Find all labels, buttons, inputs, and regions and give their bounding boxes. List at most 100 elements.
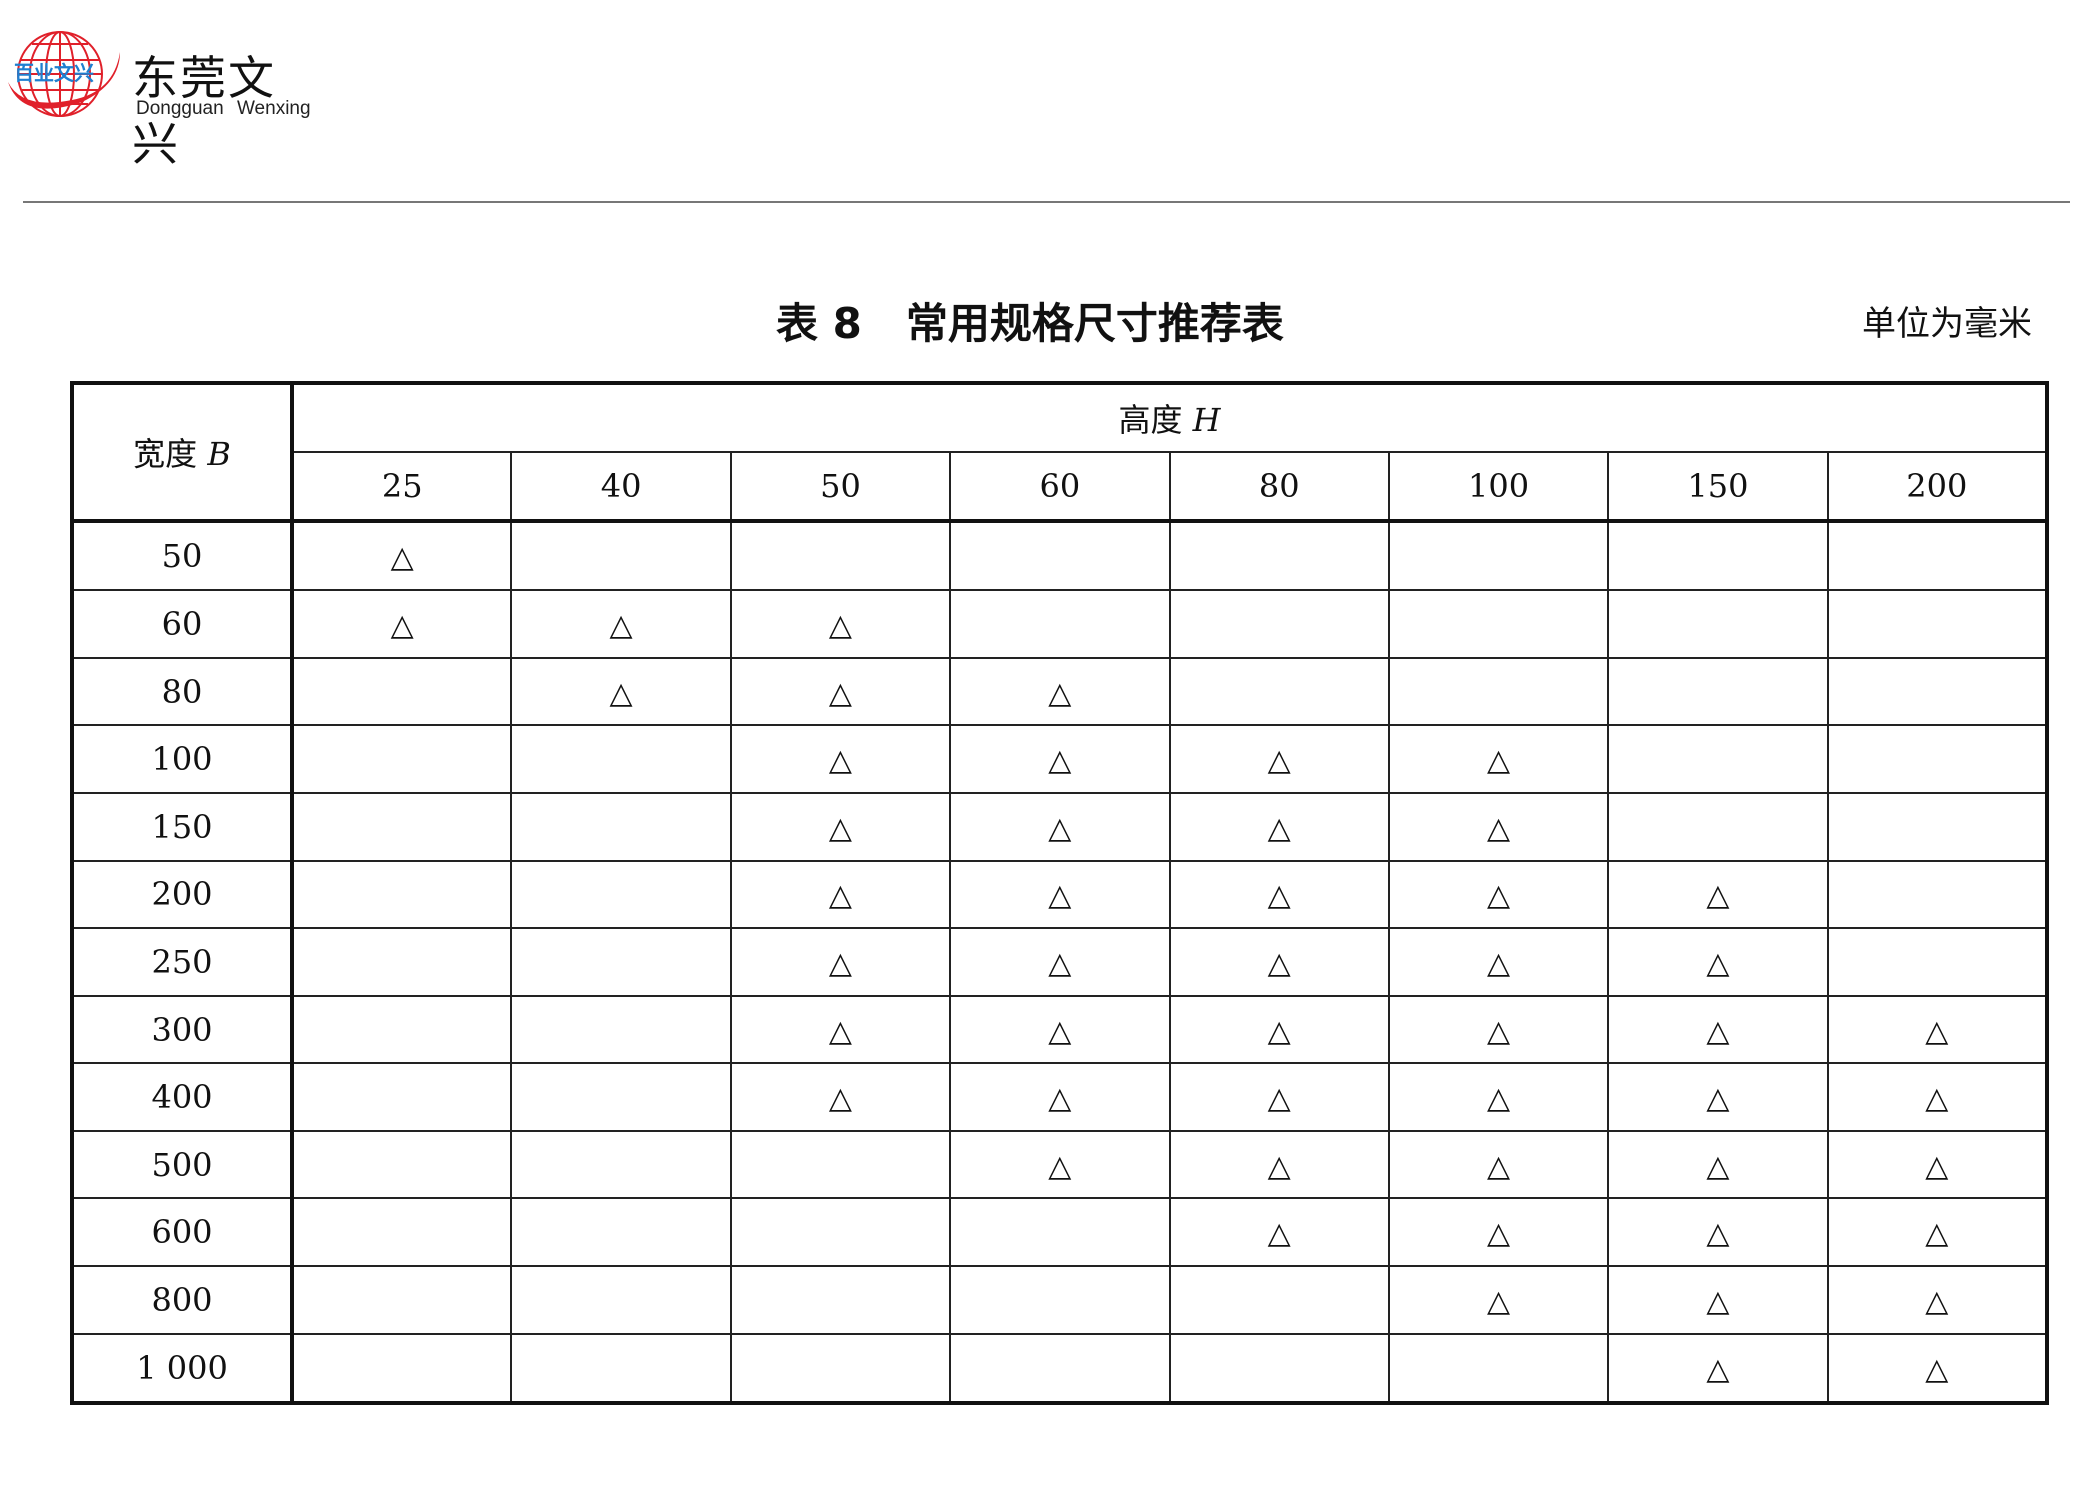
triangle-mark-icon: △ bbox=[828, 878, 852, 914]
width-cell: 800 bbox=[71, 1265, 294, 1335]
height-column-header: 150 bbox=[1607, 451, 1829, 523]
height-header: 高度 H bbox=[291, 382, 2048, 453]
recommended-size-cell: △ bbox=[1168, 792, 1390, 862]
triangle-mark-icon: △ bbox=[1048, 810, 1072, 846]
recommended-size-cell: △ bbox=[1387, 724, 1610, 794]
triangle-mark-icon: △ bbox=[1706, 1283, 1730, 1319]
table-row: 60 △ △ △ bbox=[71, 589, 2049, 659]
recommended-size-cell: △ bbox=[729, 1062, 952, 1132]
recommended-size-cell: △ bbox=[1168, 859, 1390, 930]
recommended-size-cell: △ bbox=[290, 519, 513, 592]
width-header: 宽度 B bbox=[71, 382, 294, 523]
recommended-size-cell: △ bbox=[1607, 994, 1829, 1065]
triangle-mark-icon: △ bbox=[828, 810, 852, 846]
width-cell: 200 bbox=[71, 859, 294, 930]
company-logo: 百业文兴 东莞文兴 Dongguan Wenxing bbox=[2, 22, 322, 171]
triangle-mark-icon: △ bbox=[1487, 878, 1511, 914]
triangle-mark-icon: △ bbox=[1048, 878, 1072, 914]
triangle-mark-icon: △ bbox=[1048, 1013, 1072, 1049]
triangle-mark-icon: △ bbox=[390, 608, 414, 644]
height-column-header: 200 bbox=[1826, 451, 2049, 523]
empty-cell bbox=[729, 519, 952, 592]
triangle-mark-icon: △ bbox=[1706, 1081, 1730, 1117]
recommended-size-cell: △ bbox=[1607, 1332, 1829, 1405]
recommended-size-cell: △ bbox=[1168, 927, 1390, 997]
empty-cell bbox=[1607, 792, 1829, 862]
recommended-size-cell: △ bbox=[729, 994, 952, 1065]
recommended-size-cell: △ bbox=[1826, 1332, 2049, 1405]
recommended-size-cell: △ bbox=[729, 589, 952, 659]
empty-cell bbox=[1826, 519, 2049, 592]
recommended-size-cell: △ bbox=[949, 927, 1171, 997]
empty-cell bbox=[1607, 724, 1829, 794]
recommended-size-cell: △ bbox=[510, 589, 732, 659]
width-cell: 80 bbox=[71, 656, 294, 727]
empty-cell bbox=[1826, 859, 2049, 930]
empty-cell bbox=[1607, 589, 1829, 659]
triangle-mark-icon: △ bbox=[828, 675, 852, 711]
table-row: 400 △ △ △ △ △ △ bbox=[71, 1062, 2049, 1132]
logo-text-en: Dongguan Wenxing bbox=[136, 98, 311, 119]
triangle-mark-icon: △ bbox=[390, 540, 414, 576]
recommended-size-cell: △ bbox=[510, 656, 732, 727]
recommended-size-cell: △ bbox=[949, 1129, 1171, 1200]
recommended-size-cell: △ bbox=[1387, 1265, 1610, 1335]
empty-cell bbox=[1168, 1265, 1390, 1335]
triangle-mark-icon: △ bbox=[1706, 1148, 1730, 1184]
empty-cell bbox=[510, 994, 732, 1065]
recommended-size-cell: △ bbox=[729, 656, 952, 727]
height-column-header: 50 bbox=[729, 451, 952, 523]
recommended-size-cell: △ bbox=[1607, 927, 1829, 997]
empty-cell bbox=[510, 1062, 732, 1132]
empty-cell bbox=[290, 927, 513, 997]
triangle-mark-icon: △ bbox=[1267, 743, 1291, 779]
triangle-mark-icon: △ bbox=[828, 1013, 852, 1049]
recommended-size-cell: △ bbox=[729, 859, 952, 930]
empty-cell bbox=[290, 1197, 513, 1268]
empty-cell bbox=[290, 656, 513, 727]
header-divider bbox=[23, 201, 2070, 203]
triangle-mark-icon: △ bbox=[1487, 1283, 1511, 1319]
recommended-size-cell: △ bbox=[1168, 724, 1390, 794]
recommended-size-cell: △ bbox=[1826, 1062, 2049, 1132]
width-cell: 250 bbox=[71, 927, 294, 997]
triangle-mark-icon: △ bbox=[1487, 1081, 1511, 1117]
table-row: 80 △ △ △ bbox=[71, 656, 2049, 727]
triangle-mark-icon: △ bbox=[1487, 810, 1511, 846]
width-cell: 50 bbox=[71, 519, 294, 592]
empty-cell bbox=[510, 1129, 732, 1200]
table-row: 800 △ △ △ bbox=[71, 1265, 2049, 1335]
recommended-size-cell: △ bbox=[949, 994, 1171, 1065]
recommended-size-cell: △ bbox=[1826, 1129, 2049, 1200]
empty-cell bbox=[949, 589, 1171, 659]
recommended-size-cell: △ bbox=[1607, 1197, 1829, 1268]
empty-cell bbox=[1607, 519, 1829, 592]
triangle-mark-icon: △ bbox=[1925, 1216, 1949, 1252]
triangle-mark-icon: △ bbox=[1925, 1081, 1949, 1117]
recommended-size-cell: △ bbox=[290, 589, 513, 659]
triangle-mark-icon: △ bbox=[828, 608, 852, 644]
empty-cell bbox=[949, 1197, 1171, 1268]
table-row: 200 △ △ △ △ △ bbox=[71, 859, 2049, 930]
triangle-mark-icon: △ bbox=[1706, 1013, 1730, 1049]
width-cell: 1 000 bbox=[71, 1332, 294, 1405]
triangle-mark-icon: △ bbox=[1267, 945, 1291, 981]
recommended-size-cell: △ bbox=[1607, 859, 1829, 930]
width-cell: 60 bbox=[71, 589, 294, 659]
empty-cell bbox=[510, 859, 732, 930]
triangle-mark-icon: △ bbox=[1706, 1351, 1730, 1387]
width-cell: 100 bbox=[71, 724, 294, 794]
recommended-size-cell: △ bbox=[949, 792, 1171, 862]
triangle-mark-icon: △ bbox=[828, 743, 852, 779]
recommended-size-cell: △ bbox=[1387, 1129, 1610, 1200]
globe-icon: 百业文兴 bbox=[8, 31, 120, 117]
recommended-size-cell: △ bbox=[1607, 1062, 1829, 1132]
empty-cell bbox=[949, 1265, 1171, 1335]
empty-cell bbox=[729, 1129, 952, 1200]
empty-cell bbox=[510, 519, 732, 592]
recommended-size-cell: △ bbox=[1826, 1197, 2049, 1268]
recommended-size-cell: △ bbox=[949, 724, 1171, 794]
triangle-mark-icon: △ bbox=[1487, 1148, 1511, 1184]
empty-cell bbox=[1168, 519, 1390, 592]
table-title-text: 常用规格尺寸推荐表 bbox=[905, 299, 1284, 348]
